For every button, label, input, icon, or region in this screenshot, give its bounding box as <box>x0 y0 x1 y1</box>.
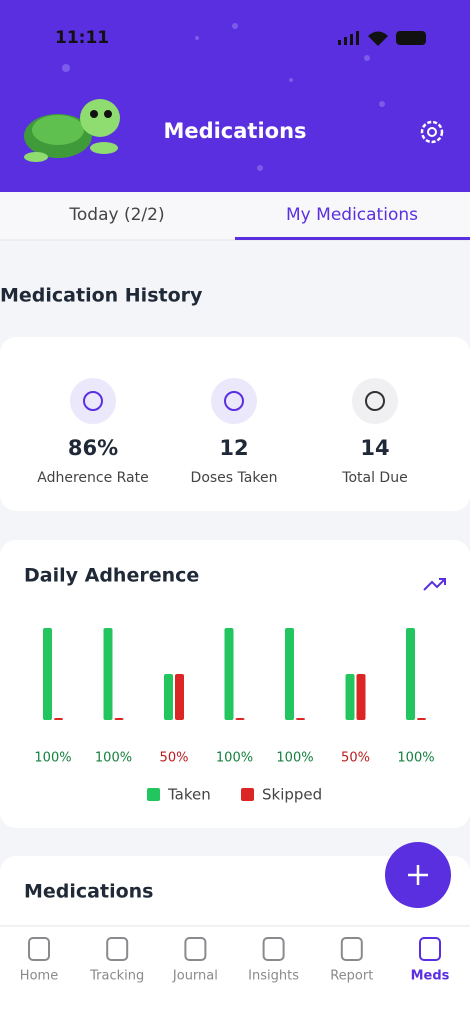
stat-label: Doses Taken <box>191 470 278 486</box>
status-icons <box>338 31 426 46</box>
bar <box>54 718 63 720</box>
legend-label: Skipped <box>262 786 322 804</box>
nav-icon <box>28 937 50 961</box>
trend-icon <box>423 578 446 591</box>
nav-label: Report <box>330 969 373 984</box>
bar <box>345 674 355 720</box>
nav-bar <box>0 926 470 1024</box>
bar <box>235 718 245 720</box>
stat-value: 86% <box>68 436 118 460</box>
bar <box>285 628 294 720</box>
adherence-label: 100% <box>34 751 71 766</box>
legend-label: Taken <box>167 786 211 804</box>
nav-label: Tracking <box>89 969 144 984</box>
bar <box>406 628 415 720</box>
nav-item[interactable]: Insights <box>248 937 299 984</box>
stat-icon <box>83 391 103 411</box>
bar <box>356 674 366 720</box>
stat-icon-bg <box>211 378 257 424</box>
nav-label: Home <box>20 969 58 984</box>
nav-item[interactable]: Report <box>330 937 373 984</box>
stat-value: 14 <box>360 436 389 460</box>
stat-label: Total Due <box>341 470 407 486</box>
adherence-label: 50% <box>160 751 189 766</box>
add-button[interactable] <box>385 842 451 908</box>
tab-indicator <box>235 237 470 240</box>
nav-item[interactable]: Journal <box>172 937 218 984</box>
nav-label: Meds <box>411 969 450 984</box>
nav-icon <box>184 937 207 961</box>
nav-icon <box>419 937 441 961</box>
bar <box>175 674 184 720</box>
legend-swatch <box>147 788 160 801</box>
stars <box>62 23 385 171</box>
nav-icon <box>340 937 363 961</box>
stat-value: 12 <box>219 436 248 460</box>
bar <box>43 628 52 720</box>
turtle-logo <box>24 99 120 162</box>
stat-icon <box>224 391 244 411</box>
bar <box>103 628 113 720</box>
adherence-label: 100% <box>216 751 253 766</box>
bar <box>114 718 124 720</box>
bar <box>417 718 426 720</box>
chart-card <box>0 540 470 828</box>
legend-swatch <box>241 788 254 801</box>
bar <box>296 718 305 720</box>
bar <box>224 628 234 720</box>
section-title: Medication History <box>0 285 203 307</box>
stat-label: Adherence Rate <box>37 470 149 486</box>
nav-icon <box>262 937 285 961</box>
adherence-label: 100% <box>397 751 434 766</box>
stat-icon-bg <box>352 378 398 424</box>
stats-card <box>0 337 470 511</box>
tab[interactable]: Today (2/2) <box>68 205 164 225</box>
nav-icon <box>106 937 129 961</box>
adherence-label: 50% <box>341 751 370 766</box>
chart-title: Daily Adherence <box>24 565 199 587</box>
time: 11:11 <box>55 28 109 48</box>
settings-button[interactable] <box>420 120 444 144</box>
meds-card <box>0 856 470 946</box>
meds-title: Medications <box>24 881 153 903</box>
bar <box>164 674 173 720</box>
tab-bar <box>0 192 470 240</box>
nav-item[interactable]: Meds <box>411 937 450 984</box>
stat-icon <box>365 391 385 411</box>
tab-active[interactable]: My Medications <box>286 205 418 225</box>
nav-item[interactable]: Home <box>20 937 58 984</box>
nav-item[interactable]: Tracking <box>89 937 144 984</box>
adherence-label: 100% <box>276 751 313 766</box>
adherence-label: 100% <box>95 751 132 766</box>
nav-label: Journal <box>172 969 218 984</box>
header-title: Medications <box>163 119 306 143</box>
nav-label: Insights <box>248 969 299 984</box>
stat-icon-bg <box>70 378 116 424</box>
header-bg <box>0 0 470 192</box>
